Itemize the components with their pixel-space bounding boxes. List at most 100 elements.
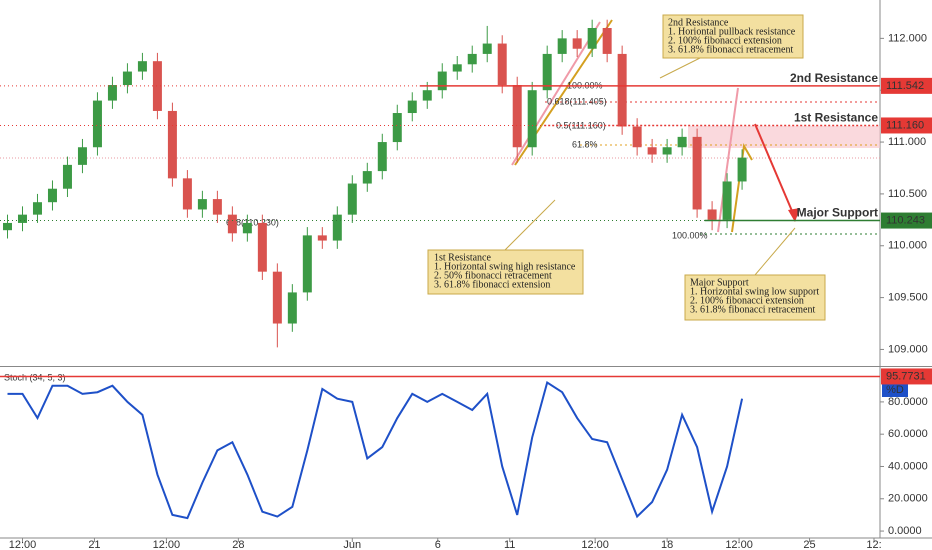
price-tag bbox=[881, 212, 932, 229]
x-tick-label: 28 bbox=[232, 539, 244, 550]
candle-body bbox=[287, 292, 297, 324]
note-1st-resistance: 1st Resistance 1. Horizontal swing high … bbox=[427, 199, 584, 295]
note-line: 1. Horizontal swing high resistance bbox=[434, 261, 576, 272]
note-2nd-resistance: 2nd Resistance 1. Horiontal pullback res… bbox=[659, 14, 804, 79]
x-tick-label: 6 bbox=[435, 539, 441, 550]
candle-body bbox=[497, 43, 507, 86]
resistance-zone bbox=[688, 126, 880, 148]
price-tag-label: 95.7731 bbox=[886, 370, 926, 382]
x-tick-label: 12:00 bbox=[581, 539, 609, 550]
candle-body bbox=[107, 85, 117, 101]
candle-body bbox=[557, 38, 567, 54]
note-line: 2. 50% fibonacci retracement bbox=[434, 270, 552, 281]
legend-badge bbox=[882, 383, 908, 397]
y-tick-label: 40.0000 bbox=[888, 460, 928, 472]
note-line: 2. 100% fibonacci extension bbox=[690, 295, 804, 306]
note-line: 1. Horizontal swing low support bbox=[690, 286, 819, 297]
note-line: 2. 100% fibonacci extension bbox=[668, 35, 782, 46]
candle-body bbox=[77, 147, 87, 165]
fib-arrow bbox=[731, 142, 753, 233]
candle-body bbox=[737, 157, 747, 182]
candle-body bbox=[92, 100, 102, 148]
level-name: Major Support bbox=[797, 206, 878, 220]
legend-label: %D bbox=[886, 384, 904, 396]
candle-body bbox=[362, 171, 372, 184]
candle-body bbox=[317, 235, 327, 241]
fib-label: 618(110.230) bbox=[226, 217, 279, 227]
note-pointer bbox=[754, 227, 796, 276]
x-tick-label: 12: bbox=[866, 539, 881, 550]
candle-body bbox=[257, 222, 267, 272]
level-name: 1st Resistance bbox=[794, 111, 878, 125]
y-tick-label: 109.500 bbox=[888, 292, 928, 304]
candle-body bbox=[437, 71, 447, 91]
price-tag bbox=[881, 117, 932, 134]
note-line: 3. 61.8% fibonacci retracement bbox=[668, 44, 793, 55]
candle-body bbox=[302, 235, 312, 293]
level-name: 2nd Resistance bbox=[790, 71, 878, 85]
candle-body bbox=[617, 53, 627, 127]
candle-body bbox=[602, 27, 612, 54]
note-line: 1. Horiontal pullback resistance bbox=[668, 26, 796, 37]
note-line: 2nd Resistance bbox=[668, 17, 729, 28]
candle-body bbox=[152, 61, 162, 111]
candle-body bbox=[692, 136, 702, 210]
y-tick-label: 110.000 bbox=[888, 240, 927, 252]
fib-arrow bbox=[717, 87, 739, 233]
candle-body bbox=[452, 64, 462, 72]
candle-body bbox=[122, 71, 132, 86]
price-tag-label: 110.243 bbox=[886, 214, 925, 226]
candle-body bbox=[137, 61, 147, 72]
candle-body bbox=[677, 136, 687, 148]
candle-body bbox=[47, 188, 57, 203]
fib-label: 61.8% bbox=[572, 139, 598, 149]
candle-body bbox=[647, 147, 657, 155]
note-line: 3. 61.8% fibonacci retracement bbox=[690, 304, 815, 315]
candle-body bbox=[407, 100, 417, 114]
candle-body bbox=[32, 202, 42, 215]
candle-body bbox=[542, 53, 552, 91]
candle-body bbox=[392, 113, 402, 143]
candle-body bbox=[197, 199, 207, 210]
x-tick-label: 21 bbox=[88, 539, 100, 550]
note-pointer bbox=[504, 199, 556, 251]
note-major-support: Major Support 1. Horizontal swing low su… bbox=[684, 227, 826, 321]
indicator-title: Stoch (34, 5, 3) bbox=[4, 372, 66, 382]
note-line: 1st Resistance bbox=[434, 252, 491, 263]
candle-body bbox=[512, 85, 522, 148]
y-tick-label: 0.0000 bbox=[888, 525, 922, 537]
note-box bbox=[427, 249, 584, 295]
candle-body bbox=[347, 183, 357, 215]
candle-body bbox=[212, 199, 222, 215]
x-tick-label: 12:00 bbox=[725, 539, 753, 550]
candle-body bbox=[227, 214, 237, 234]
note-box bbox=[662, 14, 804, 59]
y-tick-label: 80.0000 bbox=[888, 396, 928, 408]
note-line: Major Support bbox=[690, 277, 749, 288]
candle-body bbox=[2, 222, 12, 231]
y-tick-label: 111.000 bbox=[888, 136, 926, 148]
candle-body bbox=[662, 147, 672, 155]
fib-arrow bbox=[511, 21, 601, 166]
candle-body bbox=[62, 164, 72, 189]
indicator-line bbox=[7, 380, 744, 520]
candle-body bbox=[467, 53, 477, 65]
x-tick-label: 18 bbox=[661, 539, 673, 550]
y-tick-label: 112.000 bbox=[888, 32, 927, 44]
y-tick-label: 60.0000 bbox=[888, 428, 928, 440]
price-tag bbox=[881, 77, 932, 94]
fib-label: 100.00% bbox=[672, 230, 708, 240]
note-box bbox=[684, 274, 826, 321]
price-tag-label: 111.542 bbox=[886, 80, 924, 92]
price-tag bbox=[881, 368, 932, 385]
x-tick-label: 11 bbox=[504, 539, 515, 550]
candle-body bbox=[377, 142, 387, 172]
y-tick-label: 20.0000 bbox=[888, 493, 928, 505]
price-tag-label: 111.160 bbox=[886, 119, 924, 131]
note-pointer bbox=[659, 57, 701, 79]
candle-body bbox=[17, 214, 27, 223]
candle-body bbox=[242, 222, 252, 234]
y-tick-label: 109.000 bbox=[888, 343, 928, 355]
arrow-head bbox=[788, 208, 800, 222]
